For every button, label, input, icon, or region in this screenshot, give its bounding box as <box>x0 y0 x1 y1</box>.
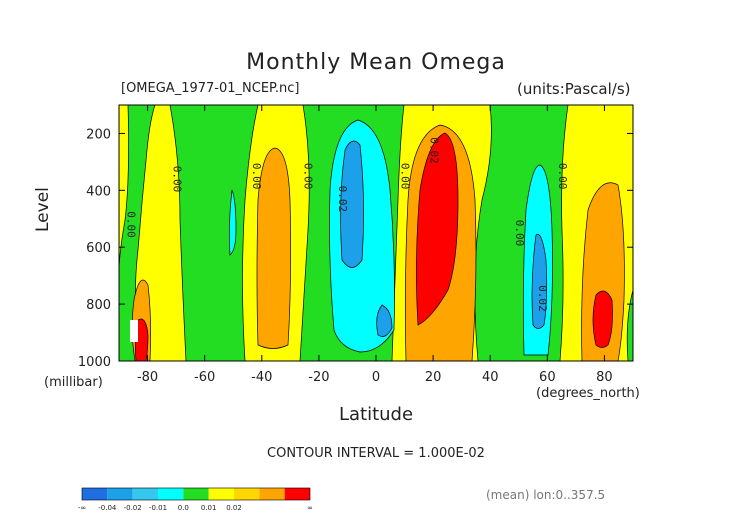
contour-label: 0.00 <box>399 163 412 190</box>
x-axis-unit: (degrees_north) <box>536 386 640 401</box>
colorbar-label: -0.04 <box>98 504 117 512</box>
colorbar-label: 0.01 <box>201 504 217 512</box>
y-tick-label: 1000 <box>78 355 111 370</box>
contour-label: 0.02 <box>536 285 549 312</box>
contour-band-orange <box>256 147 292 349</box>
colorbar-swatch <box>82 488 108 500</box>
contour-labels: 0.00 0.00 0.00 0.00 0.02 0.00 0.02 0.00 0.02 0.00 <box>125 137 569 311</box>
colorbar: -∞ -0.04 -0.02 -0.01 0.0 0.01 0.02 ∞ <box>78 487 313 512</box>
contour-label: 0.00 <box>170 166 183 193</box>
colorbar-swatch <box>107 488 133 500</box>
contour-band-red <box>592 290 613 348</box>
colorbar-swatch <box>183 488 209 500</box>
x-tick-label: 60 <box>539 370 556 385</box>
colorbar-label: -0.01 <box>149 504 167 512</box>
x-tick-label: -80 <box>137 370 158 385</box>
x-tick-label: 80 <box>596 370 613 385</box>
contour-band-blue <box>376 304 393 337</box>
x-tick-label: 20 <box>425 370 442 385</box>
x-tick-label: -60 <box>194 370 215 385</box>
colorbar-swatch <box>284 488 310 500</box>
axis-ticks: -80 -60 -40 -20 0 20 40 60 80 1000 800 600 400 200 <box>78 105 633 385</box>
contour-label: 0.00 <box>513 220 526 247</box>
colorbar-swatch <box>208 488 234 500</box>
contour-label: 0.02 <box>336 186 349 213</box>
colorbar-frame <box>81 487 311 501</box>
contour-band-red <box>416 132 459 326</box>
mean-longitude-note: (mean) lon:0..357.5 <box>486 488 606 502</box>
colorbar-label: -∞ <box>78 504 86 512</box>
contour-label: 0.00 <box>250 163 263 190</box>
x-axis-label: Latitude <box>338 404 414 425</box>
missing-data-patch <box>130 320 138 342</box>
contour-band-cyan <box>228 189 237 256</box>
contour-label: 0.00 <box>125 211 138 238</box>
file-label: [OMEGA_1977-01_NCEP.nc] <box>121 81 300 96</box>
contour-band-blue <box>340 140 364 268</box>
colorbar-label: -0.02 <box>124 504 142 512</box>
colorbar-label: 0.0 <box>178 504 189 512</box>
x-tick-label: 40 <box>482 370 499 385</box>
x-tick-label: -20 <box>308 370 329 385</box>
contour-label: 0.00 <box>556 163 569 190</box>
contour-band-orange <box>581 182 625 361</box>
colorbar-swatch <box>158 488 184 500</box>
colorbar-swatch <box>234 488 260 500</box>
plot-area <box>119 105 633 361</box>
colorbar-swatch <box>132 488 158 500</box>
units-label: (units:Pascal/s) <box>517 80 631 98</box>
y-tick-label: 400 <box>86 184 111 199</box>
contour-band-blue <box>531 233 548 329</box>
contour-label: 0.00 <box>302 163 315 190</box>
y-axis-unit: (millibar) <box>44 375 103 390</box>
x-tick-label: -40 <box>251 370 272 385</box>
y-tick-label: 800 <box>86 298 111 313</box>
y-tick-label: 200 <box>86 127 111 142</box>
chart-title: Monthly Mean Omega <box>246 50 506 75</box>
y-tick-label: 600 <box>86 241 111 256</box>
contour-label: 0.02 <box>427 137 440 164</box>
colorbar-label: 0.02 <box>226 504 242 512</box>
x-tick-label: 0 <box>372 370 380 385</box>
colorbar-swatch <box>259 488 285 500</box>
contour-interval-note: CONTOUR INTERVAL = 1.000E-02 <box>267 446 485 461</box>
colorbar-label: ∞ <box>307 504 313 512</box>
